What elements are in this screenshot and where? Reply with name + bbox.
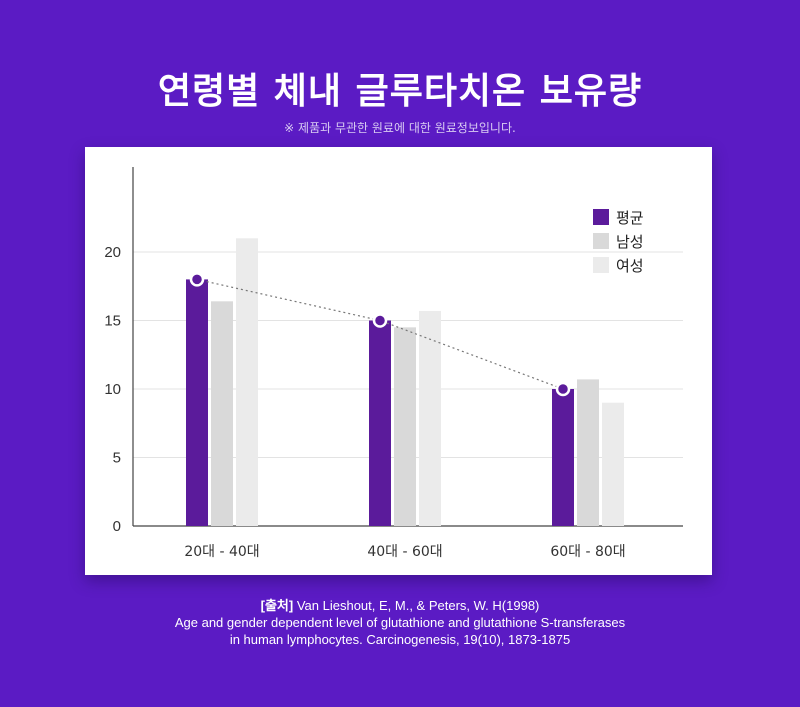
bar-0-0 [186, 279, 208, 526]
trend-marker-1 [372, 313, 388, 328]
bar-1-2 [577, 379, 599, 526]
y-tick-label-10: 10 [104, 381, 121, 398]
trend-marker-0 [189, 272, 205, 287]
source-tag: [출처] [260, 598, 294, 613]
y-tick-label-5: 5 [113, 450, 121, 467]
legend-label-2: 여성 [616, 257, 644, 275]
bar-1-0 [211, 301, 233, 526]
trend-marker-2 [555, 381, 571, 397]
legend-swatch-0 [593, 209, 609, 225]
source-citation: [출처] Van Lieshout, E, M., & Peters, W. H… [0, 597, 800, 648]
page-subtitle-note: ※ 제품과 무관한 원료에 대한 원료정보입니다. [284, 121, 516, 135]
bar-1-1 [394, 327, 416, 526]
bar-2-1 [419, 310, 441, 526]
source-line-1: Van Lieshout, E, M., & Peters, W. H(1998… [296, 598, 540, 613]
legend-label-0: 평균 [616, 209, 644, 227]
legend-label-1: 남성 [616, 233, 644, 251]
bar-2-2 [602, 402, 624, 526]
source-line-3: in human lymphocytes. Carcinogenesis, 19… [229, 632, 571, 647]
bar-0-1 [369, 320, 391, 526]
x-tick-label-0: 20대 - 40대 [184, 544, 259, 560]
x-tick-label-2: 60대 - 80대 [550, 544, 625, 560]
source-line-2: Age and gender dependent level of glutat… [174, 615, 626, 630]
y-tick-label-0: 0 [113, 518, 121, 535]
bar-0-2 [552, 389, 574, 526]
chart: 0 5 10 15 20 20대 - 40대 40대 - 60대 60대 - 80대 평균남성여… [104, 167, 683, 560]
bar-2-0 [236, 238, 258, 527]
legend-swatch-1 [593, 233, 609, 249]
y-tick-label-20: 20 [104, 244, 121, 261]
x-tick-label-1: 40대 - 60대 [367, 544, 442, 560]
y-tick-label-15: 15 [104, 313, 121, 330]
page-title: 연령별 체내 글루타치온 보유량 [157, 71, 643, 112]
legend-swatch-2 [593, 257, 609, 273]
